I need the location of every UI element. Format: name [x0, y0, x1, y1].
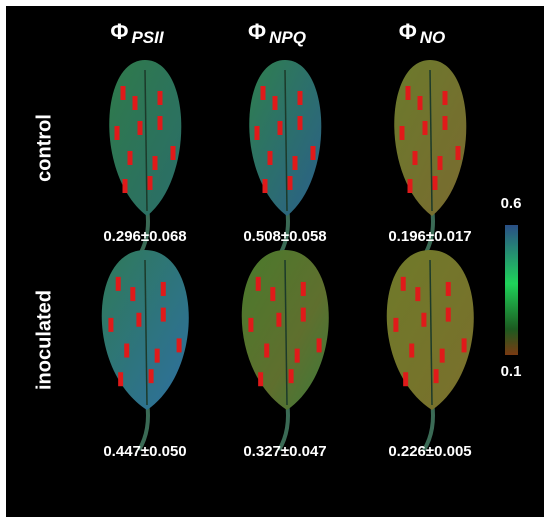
colorbar-max: 0.6	[501, 195, 522, 212]
column-header: Φ NPQ	[248, 19, 306, 48]
sample-marker	[294, 348, 300, 363]
sample-marker	[148, 369, 154, 384]
sample-marker	[152, 156, 158, 170]
sample-marker	[147, 176, 153, 190]
sample-marker	[316, 338, 322, 353]
sample-marker	[442, 116, 448, 130]
sample-marker	[157, 91, 163, 105]
sample-marker	[297, 116, 303, 130]
value-label: 0.327±0.047	[243, 443, 326, 460]
sample-marker	[407, 179, 413, 193]
sample-marker	[415, 287, 421, 302]
sample-marker	[409, 343, 415, 358]
sample-marker	[124, 343, 130, 358]
sample-marker	[399, 126, 405, 140]
sample-marker	[310, 146, 316, 160]
header-subscript: PSII	[131, 28, 164, 47]
sample-marker	[136, 312, 142, 327]
leaf-vein	[284, 259, 288, 406]
sample-marker	[272, 96, 278, 110]
sample-marker	[108, 317, 114, 332]
sample-marker	[262, 179, 268, 193]
header-subscript: NO	[420, 28, 446, 47]
sample-marker	[118, 372, 124, 387]
sample-marker	[254, 126, 260, 140]
column-header: Φ NO	[399, 19, 446, 48]
value-label: 0.196±0.017	[388, 228, 471, 245]
column-header: Φ PSII	[110, 19, 164, 48]
value-label: 0.447±0.050	[103, 443, 186, 460]
sample-marker	[154, 348, 160, 363]
sample-marker	[393, 317, 399, 332]
colorbar	[505, 225, 518, 355]
sample-marker	[421, 312, 427, 327]
leaf-vein	[429, 69, 433, 212]
sample-marker	[442, 91, 448, 105]
leaf-images	[101, 60, 474, 452]
leaf-vein	[144, 69, 148, 212]
sample-marker	[400, 276, 406, 291]
header-subscript: NPQ	[269, 28, 306, 47]
sample-marker	[170, 146, 176, 160]
sample-marker	[157, 116, 163, 130]
value-label: 0.226±0.005	[388, 443, 471, 460]
header-symbol: Φ	[399, 19, 417, 44]
sample-marker	[461, 338, 467, 353]
sample-marker	[437, 156, 443, 170]
sample-marker	[417, 96, 423, 110]
sample-marker	[405, 86, 411, 100]
sample-marker	[122, 179, 128, 193]
sample-marker	[160, 307, 166, 322]
sample-marker	[255, 276, 261, 291]
sample-marker	[160, 281, 166, 296]
row-label: inoculated	[33, 290, 55, 390]
sample-marker	[260, 86, 266, 100]
sample-marker	[137, 121, 143, 135]
sample-marker	[127, 151, 133, 165]
sample-marker	[277, 121, 283, 135]
sample-marker	[300, 307, 306, 322]
sample-marker	[292, 156, 298, 170]
colorbar-min: 0.1	[501, 363, 522, 380]
sample-marker	[445, 307, 451, 322]
sample-marker	[412, 151, 418, 165]
value-label: 0.508±0.058	[243, 228, 326, 245]
sample-marker	[130, 287, 136, 302]
row-label: control	[33, 114, 55, 182]
sample-marker	[455, 146, 461, 160]
sample-marker	[176, 338, 182, 353]
leaf-vein	[429, 259, 433, 406]
sample-marker	[433, 369, 439, 384]
sample-marker	[300, 281, 306, 296]
sample-marker	[115, 276, 121, 291]
sample-marker	[422, 121, 428, 135]
sample-marker	[403, 372, 409, 387]
sample-marker	[264, 343, 270, 358]
sample-marker	[248, 317, 254, 332]
sample-marker	[445, 281, 451, 296]
sample-marker	[276, 312, 282, 327]
sample-marker	[120, 86, 126, 100]
sample-marker	[267, 151, 273, 165]
sample-marker	[114, 126, 120, 140]
sample-marker	[132, 96, 138, 110]
sample-marker	[297, 91, 303, 105]
sample-marker	[258, 372, 264, 387]
sample-marker	[288, 369, 294, 384]
sample-marker	[270, 287, 276, 302]
leaf-vein	[144, 259, 148, 406]
sample-marker	[439, 348, 445, 363]
header-symbol: Φ	[248, 19, 266, 44]
sample-marker	[432, 176, 438, 190]
header-symbol: Φ	[110, 19, 128, 44]
sample-marker	[287, 176, 293, 190]
leaf-vein	[284, 69, 288, 212]
value-label: 0.296±0.068	[103, 228, 186, 245]
